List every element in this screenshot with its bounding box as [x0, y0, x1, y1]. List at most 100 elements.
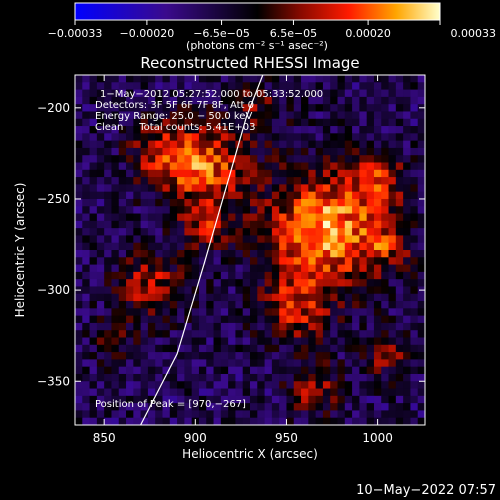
heatmap-cell — [206, 403, 214, 411]
heatmap-cell — [89, 373, 98, 382]
heatmap-cell — [104, 403, 112, 411]
heatmap-cell — [257, 395, 265, 404]
heatmap-cell — [286, 257, 295, 265]
heatmap-cell — [257, 322, 265, 331]
heatmap-cell — [126, 250, 134, 258]
heatmap-cell — [293, 206, 302, 214]
heatmap-cell — [301, 118, 309, 127]
heatmap-cell — [242, 96, 251, 105]
heatmap-cell — [147, 198, 156, 207]
heatmap-cell — [111, 228, 120, 236]
heatmap-cell — [140, 198, 149, 207]
heatmap-cell — [220, 75, 229, 83]
heatmap-cell — [213, 373, 222, 382]
heatmap-cell — [235, 286, 244, 295]
heatmap-cell — [82, 417, 90, 425]
heatmap-cell — [330, 373, 338, 382]
heatmap-cell — [301, 344, 309, 353]
heatmap-cell — [308, 220, 317, 229]
heatmap-cell — [96, 133, 105, 142]
heatmap-cell — [271, 293, 280, 302]
heatmap-cell — [410, 82, 419, 90]
heatmap-cell — [271, 177, 280, 185]
heatmap-cell — [220, 235, 229, 244]
heatmap-cell — [235, 315, 244, 324]
heatmap-cell — [366, 315, 375, 324]
heatmap-cell — [301, 89, 309, 98]
heatmap-cell — [322, 82, 331, 90]
heatmap-cell — [373, 410, 382, 419]
heatmap-cell — [118, 111, 127, 120]
heatmap-cell — [293, 228, 302, 236]
heatmap-cell — [162, 162, 171, 171]
heatmap-cell — [184, 118, 193, 127]
heatmap-cell — [133, 206, 142, 214]
heatmap-cell — [359, 162, 368, 171]
heatmap-cell — [388, 359, 397, 368]
heatmap-cell — [191, 126, 200, 134]
heatmap-cell — [315, 147, 324, 156]
heatmap-cell — [162, 191, 171, 200]
heatmap-cell — [417, 271, 425, 280]
heatmap-cell — [118, 344, 127, 353]
heatmap-cell — [344, 417, 353, 425]
heatmap-cell — [242, 235, 251, 244]
heatmap-cell — [104, 352, 112, 360]
heatmap-cell — [301, 206, 309, 214]
heatmap-cell — [191, 279, 200, 287]
heatmap-cell — [403, 184, 411, 193]
heatmap-cell — [352, 315, 360, 324]
heatmap-cell — [286, 242, 295, 251]
heatmap-cell — [235, 126, 244, 134]
heatmap-cell — [395, 417, 404, 425]
heatmap-cell — [264, 228, 273, 236]
heatmap-cell — [301, 250, 309, 258]
heatmap-cell — [206, 264, 214, 273]
heatmap-cell — [198, 279, 207, 287]
heatmap-cell — [250, 359, 258, 368]
heatmap-cell — [301, 322, 309, 331]
heatmap-cell — [344, 82, 353, 90]
heatmap-cell — [82, 308, 90, 317]
heatmap-cell — [89, 220, 98, 229]
heatmap-cell — [118, 322, 127, 331]
heatmap-cell — [366, 250, 375, 258]
heatmap-cell — [242, 381, 251, 389]
heatmap-cell — [257, 286, 265, 295]
heatmap-cell — [344, 279, 353, 287]
heatmap-cell — [162, 388, 171, 397]
heatmap-cell — [315, 162, 324, 171]
heatmap-cell — [250, 344, 258, 353]
heatmap-cell — [286, 293, 295, 302]
heatmap-cell — [373, 155, 382, 163]
heatmap-cell — [352, 118, 360, 127]
heatmap-cell — [82, 191, 90, 200]
heatmap-cell — [169, 381, 178, 389]
heatmap-cell — [395, 213, 404, 222]
heatmap-cell — [308, 337, 317, 346]
heatmap-cell — [381, 308, 389, 317]
heatmap-cell — [322, 395, 331, 404]
heatmap-cell — [184, 315, 193, 324]
heatmap-cell — [213, 147, 222, 156]
heatmap-cell — [250, 301, 258, 309]
heatmap-cell — [82, 403, 90, 411]
heatmap-cell — [381, 250, 389, 258]
heatmap-cell — [264, 344, 273, 353]
heatmap-cell — [293, 315, 302, 324]
heatmap-cell — [359, 264, 368, 273]
heatmap-cell — [308, 308, 317, 317]
heatmap-cell — [111, 250, 120, 258]
heatmap-cell — [206, 344, 214, 353]
heatmap-cell — [322, 417, 331, 425]
heatmap-cell — [184, 228, 193, 236]
heatmap-cell — [279, 89, 287, 98]
heatmap-cell — [228, 111, 236, 120]
heatmap-cell — [410, 198, 419, 207]
heatmap-cell — [308, 417, 317, 425]
heatmap-cell — [235, 366, 244, 375]
heatmap-cell — [126, 373, 134, 382]
heatmap-cell — [155, 82, 163, 90]
heatmap-cell — [250, 366, 258, 375]
heatmap-cell — [162, 206, 171, 214]
